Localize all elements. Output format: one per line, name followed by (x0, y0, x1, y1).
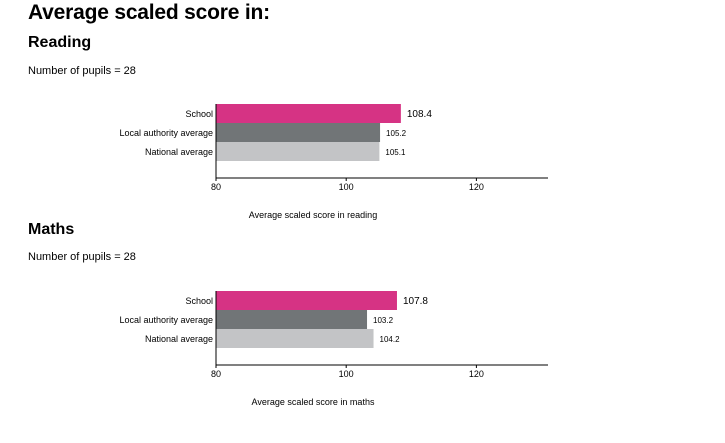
maths-category-label: School (185, 296, 213, 306)
reading-bar-national-average (216, 142, 380, 161)
reading-value-label: 108.4 (407, 109, 432, 120)
maths-value-label: 104.2 (380, 335, 401, 344)
reading-category-label: Local authority average (119, 128, 213, 138)
maths-x-axis-label: Average scaled score in maths (252, 397, 375, 407)
maths-x-tick-label: 100 (339, 369, 354, 379)
maths-x-tick-label: 120 (469, 369, 484, 379)
reading-bar-school (216, 104, 401, 123)
maths-heading: Maths (28, 221, 75, 238)
reading-value-label: 105.2 (386, 129, 407, 138)
reading-bar-local-authority-average (216, 123, 381, 142)
reading-x-tick-label: 100 (339, 182, 354, 192)
reading-pupil-count: Number of pupils = 28 (28, 65, 136, 77)
maths-pupil-count: Number of pupils = 28 (28, 251, 136, 263)
maths-value-label: 103.2 (373, 316, 394, 325)
maths-x-tick-label: 80 (211, 369, 221, 379)
reading-category-label: School (185, 109, 213, 119)
reading-heading: Reading (28, 34, 92, 51)
reading-x-tick-label: 80 (211, 182, 221, 192)
reading-value-label: 105.1 (385, 148, 406, 157)
page-title: Average scaled score in: (28, 1, 270, 24)
maths-bar-local-authority-average (216, 310, 368, 329)
maths-category-label: National average (145, 334, 213, 344)
maths-bar-school (216, 291, 397, 310)
maths-value-label: 107.8 (403, 296, 428, 307)
maths-bar-national-average (216, 329, 374, 348)
reading-x-tick-label: 120 (469, 182, 484, 192)
reading-score-chart: School 108.4 Local authority average 105.2 N… (119, 104, 548, 220)
reading-category-label: National average (145, 147, 213, 157)
reading-x-axis-label: Average scaled score in reading (249, 210, 377, 220)
maths-score-chart: School 107.8 Local authority average 103.2 N… (119, 291, 548, 407)
maths-category-label: Local authority average (119, 315, 213, 325)
